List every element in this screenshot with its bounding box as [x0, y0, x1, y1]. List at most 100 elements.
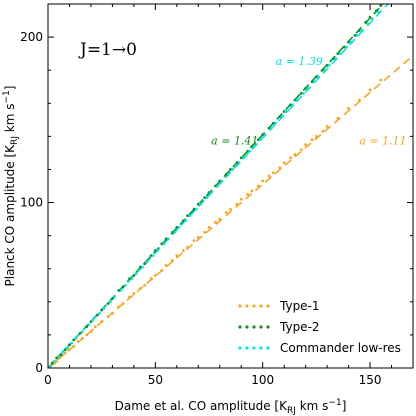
point-type-1: [106, 315, 110, 319]
point-type-1: [175, 254, 179, 257]
point-type-2: [357, 29, 361, 32]
legend-marker-type-1: [266, 304, 270, 308]
point-type-1: [246, 192, 250, 196]
point-type-2: [164, 237, 168, 241]
point-commander-low-res: [141, 265, 144, 269]
data-points: [48, 4, 383, 368]
point-commander-low-res: [226, 173, 230, 176]
x-axis-label: Dame et al. CO amplitude [KRJ km s−1]: [115, 398, 347, 416]
point-commander-low-res: [241, 156, 245, 160]
point-type-1: [304, 143, 308, 147]
point-commander-low-res: [173, 230, 177, 234]
point-commander-low-res: [65, 346, 69, 350]
point-type-1: [111, 312, 114, 315]
axes: [47, 3, 414, 369]
point-type-1: [117, 305, 121, 309]
legend-marker-type-2: [252, 325, 256, 329]
point-commander-low-res: [377, 10, 381, 14]
point-type-1: [186, 245, 189, 249]
point-commander-low-res: [70, 341, 74, 345]
point-type-2: [68, 343, 71, 347]
point-type-1: [267, 174, 271, 178]
point-type-2: [347, 40, 350, 44]
point-type-1: [224, 211, 228, 214]
legend-marker-commander-low-res: [238, 346, 242, 350]
point-commander-low-res: [108, 300, 112, 304]
point-commander-low-res: [366, 22, 370, 26]
point-type-1: [85, 333, 89, 337]
slope-annotation: a = 1.41: [211, 135, 258, 148]
point-type-2: [214, 184, 217, 188]
point-type-1: [314, 134, 318, 138]
slope-annotations: a = 1.39 a = 1.41 a = 1.11: [211, 55, 406, 147]
point-type-2: [95, 313, 99, 317]
point-type-2: [379, 4, 383, 8]
point-type-2: [192, 207, 196, 211]
point-commander-low-res: [199, 202, 202, 206]
point-type-1: [63, 351, 67, 355]
point-type-2: [342, 45, 346, 49]
point-type-1: [160, 268, 164, 272]
y-tick-label: 100: [20, 196, 43, 210]
point-type-1: [218, 217, 222, 221]
point-type-2: [336, 52, 340, 56]
point-commander-low-res: [349, 40, 353, 44]
point-type-1: [192, 239, 196, 243]
point-type-2: [368, 15, 372, 19]
point-commander-low-res: [156, 249, 159, 252]
point-commander-low-res: [231, 168, 235, 171]
point-type-1: [72, 345, 76, 348]
plot-area: [48, 4, 413, 368]
x-tick-label: 150: [359, 373, 382, 387]
point-type-1: [171, 259, 174, 262]
point-type-2: [332, 57, 335, 60]
point-commander-low-res: [184, 219, 187, 223]
point-type-2: [364, 20, 368, 24]
point-commander-low-res: [317, 75, 320, 79]
point-commander-low-res: [162, 242, 166, 246]
point-type-2: [304, 86, 308, 90]
point-commander-low-res: [295, 98, 299, 102]
point-commander-low-res: [123, 283, 127, 287]
legend-marker-type-2: [245, 325, 249, 329]
point-type-2: [218, 179, 222, 183]
point-commander-low-res: [248, 149, 252, 153]
point-commander-low-res: [194, 207, 198, 211]
point-type-1: [138, 287, 142, 290]
legend-marker-type-2: [266, 325, 270, 329]
slope-annotation: a = 1.39: [276, 55, 323, 68]
point-commander-low-res: [188, 214, 192, 218]
point-type-2: [85, 325, 89, 329]
point-type-2: [257, 138, 260, 142]
y-tick-label: 0: [35, 361, 43, 375]
point-commander-low-res: [61, 350, 65, 353]
point-commander-low-res: [134, 272, 138, 276]
y-axis-label: Planck CO amplitude [KRJ km s−1]: [2, 86, 20, 287]
point-commander-low-res: [220, 179, 224, 183]
point-type-2: [278, 115, 282, 118]
legend-marker-type-2: [259, 325, 263, 329]
point-commander-low-res: [113, 295, 116, 299]
point-commander-low-res: [269, 126, 273, 130]
point-type-2: [310, 80, 314, 84]
point-commander-low-res: [355, 34, 359, 37]
point-commander-low-res: [53, 359, 56, 363]
point-type-1: [325, 125, 329, 128]
point-type-2: [138, 265, 142, 269]
point-type-2: [229, 168, 232, 171]
point-type-2: [299, 91, 303, 95]
point-commander-low-res: [338, 52, 342, 56]
point-type-1: [229, 207, 232, 211]
point-commander-low-res: [102, 307, 106, 310]
legend-marker-type-1: [238, 304, 242, 308]
point-commander-low-res: [209, 191, 213, 195]
legend-marker-commander-low-res: [259, 346, 263, 350]
point-type-2: [224, 173, 228, 176]
legend-marker-type-2: [238, 325, 242, 329]
x-tick-label: 100: [251, 373, 274, 387]
point-type-1: [181, 249, 185, 252]
plot-frame: [47, 3, 414, 369]
point-type-1: [76, 340, 80, 343]
point-type-2: [149, 254, 153, 257]
point-type-1: [68, 348, 71, 352]
